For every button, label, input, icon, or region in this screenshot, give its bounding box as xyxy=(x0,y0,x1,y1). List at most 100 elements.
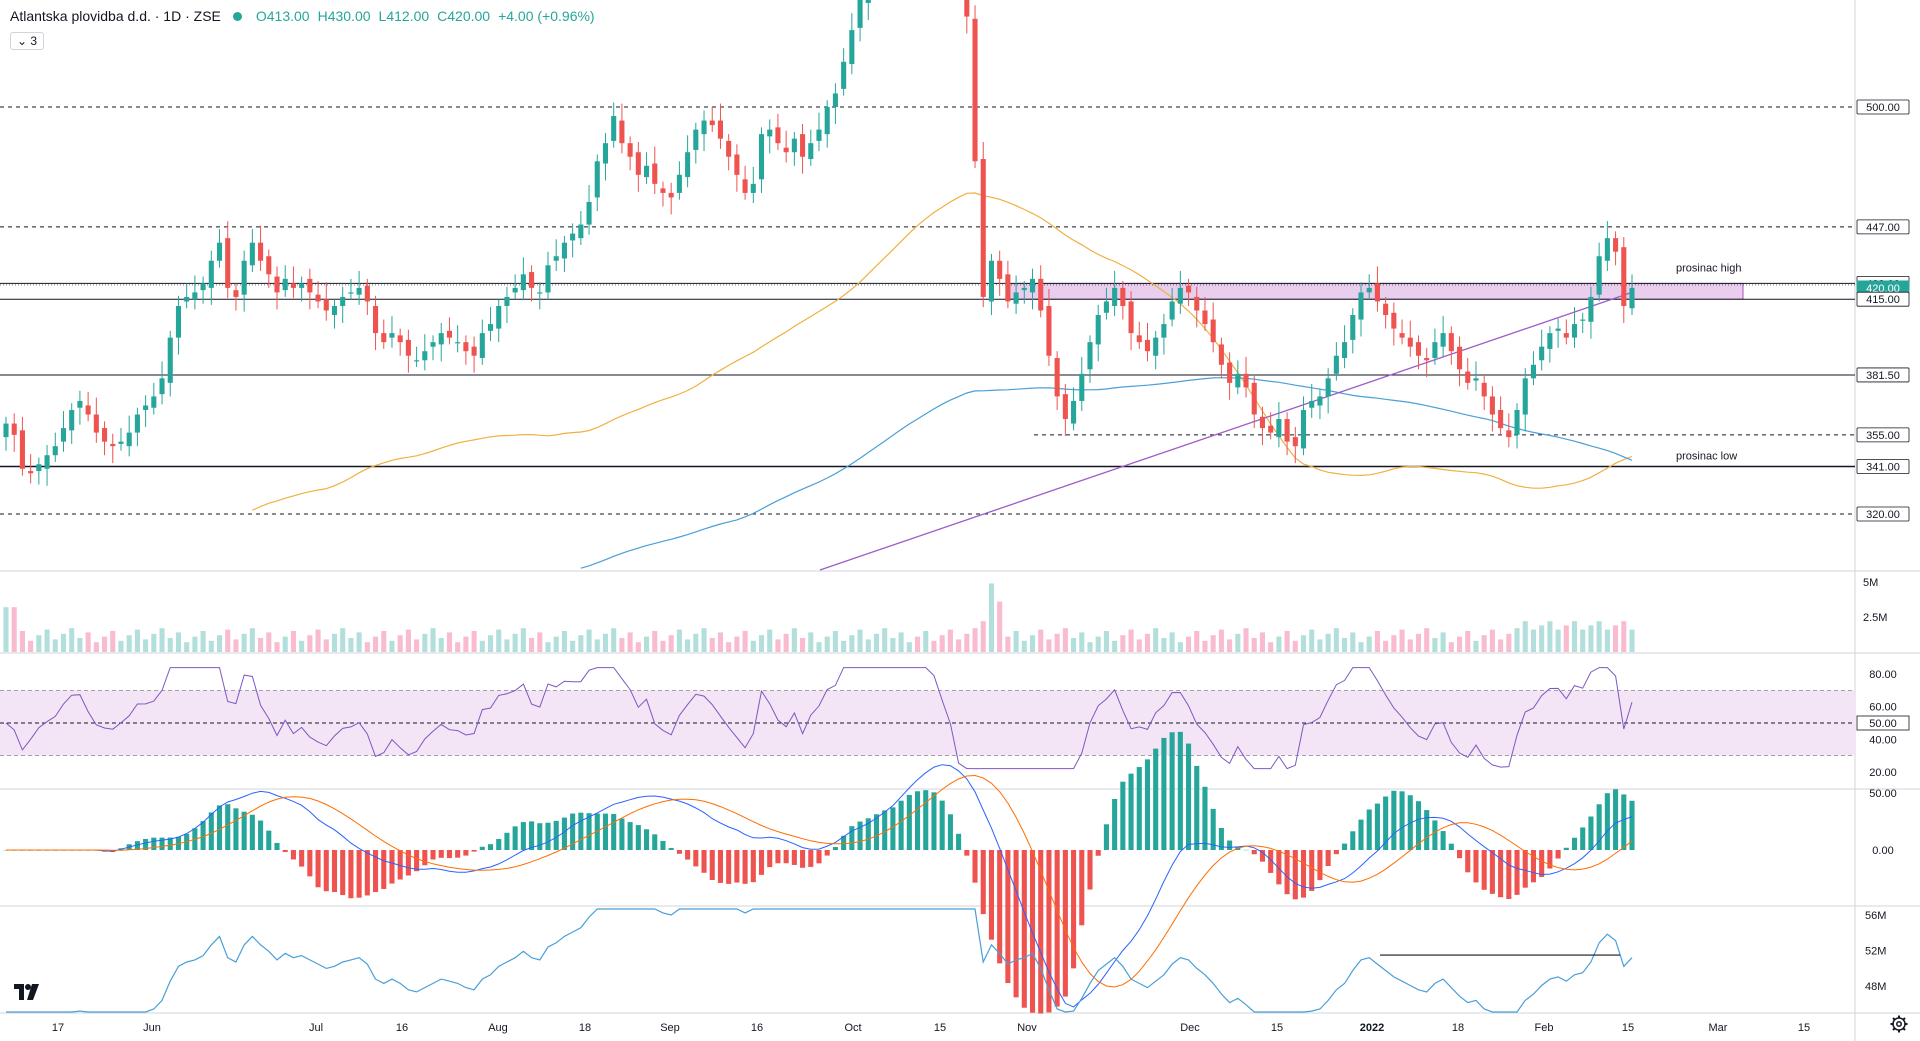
volume-bar xyxy=(1563,625,1569,652)
candle-body xyxy=(11,423,17,435)
candle xyxy=(216,229,223,268)
macd-histogram-bar xyxy=(849,826,855,850)
candle-body xyxy=(356,287,362,295)
candle xyxy=(274,266,280,310)
candle-body xyxy=(652,163,658,184)
volume-bar xyxy=(455,642,461,652)
volume-bar xyxy=(1498,639,1504,652)
candle-body xyxy=(1325,378,1331,397)
candle-body xyxy=(1621,247,1627,306)
macd-histogram-bar xyxy=(1169,732,1175,850)
candle xyxy=(1366,274,1372,300)
candle-body xyxy=(1194,296,1200,311)
volume-bar xyxy=(1539,625,1545,652)
macd-histogram-bar xyxy=(882,810,888,850)
candle xyxy=(1629,274,1635,316)
macd-histogram-bar xyxy=(1227,840,1233,850)
candle-body xyxy=(857,0,863,28)
candle xyxy=(775,113,781,150)
candle xyxy=(1268,412,1274,440)
macd-histogram-bar xyxy=(841,835,847,850)
macd-histogram-bar xyxy=(389,850,395,884)
volume-bar xyxy=(19,631,25,652)
volume-bar xyxy=(159,628,165,652)
macd-histogram-bar xyxy=(348,850,354,899)
candle xyxy=(1300,396,1307,456)
candle xyxy=(290,266,296,299)
obv-pane xyxy=(6,908,1633,1013)
candle xyxy=(988,253,995,316)
volume-bar xyxy=(323,639,329,652)
volume-bar xyxy=(1251,638,1257,652)
candle xyxy=(619,103,625,154)
price-label-box xyxy=(1856,219,1910,235)
volume-bar xyxy=(167,638,173,652)
macd-histogram-bar xyxy=(832,847,838,850)
volume-bar xyxy=(906,642,912,652)
volume-bar xyxy=(1202,640,1208,652)
annotation-label: prosinac low xyxy=(1676,451,1737,463)
price-label-box xyxy=(1856,291,1910,307)
symbol-title[interactable]: Atlantska plovidba d.d. · 1D · ZSE xyxy=(10,8,221,24)
volume-bar xyxy=(758,635,765,652)
candle xyxy=(676,161,682,200)
candle-body xyxy=(808,143,814,160)
x-axis-tick-label: 18 xyxy=(579,1022,591,1034)
x-axis-tick-label: Dec xyxy=(1180,1022,1200,1034)
macd-histogram-bar xyxy=(898,800,904,850)
macd-histogram-bar xyxy=(249,814,255,850)
candle-body xyxy=(422,351,428,361)
volume-bar xyxy=(1161,638,1167,652)
volume-bar xyxy=(1555,629,1561,652)
candle-body xyxy=(36,464,42,472)
volume-bar xyxy=(1317,639,1323,652)
candle xyxy=(134,407,140,447)
volume-bar xyxy=(1580,629,1586,652)
candle xyxy=(299,276,305,302)
volume-bar xyxy=(340,628,346,652)
candle-body xyxy=(1177,287,1183,304)
candle xyxy=(487,307,494,342)
volume-bar xyxy=(808,632,814,652)
macd-histogram-bar xyxy=(397,850,403,880)
candle xyxy=(1580,312,1586,334)
macd-histogram-bar xyxy=(233,808,239,850)
macd-histogram-bar xyxy=(611,813,617,850)
candle-body xyxy=(1391,312,1397,329)
candle-body xyxy=(1555,328,1561,331)
candle-body xyxy=(1613,238,1619,252)
tradingview-logo-icon[interactable] xyxy=(12,980,42,1004)
macd-histogram-bar xyxy=(602,813,609,850)
candle-series xyxy=(3,0,1635,486)
volume-bar xyxy=(1029,635,1036,652)
volume-bar xyxy=(1169,632,1175,652)
volume-bar xyxy=(118,640,124,652)
volume-bar xyxy=(1383,640,1389,652)
volume-bar xyxy=(28,640,34,652)
settings-gear-icon[interactable] xyxy=(1890,1015,1908,1033)
candle xyxy=(537,282,543,310)
macd-histogram-bar xyxy=(323,850,329,892)
volume-bar xyxy=(1054,633,1060,652)
macd-histogram-bar xyxy=(578,812,584,850)
candle-body xyxy=(307,278,313,293)
volume-bar xyxy=(258,638,264,652)
x-axis-tick-label: Aug xyxy=(488,1022,508,1034)
candle-body xyxy=(274,276,280,293)
macd-histogram-bar xyxy=(947,814,953,850)
macd-histogram-bar xyxy=(1161,737,1167,850)
candle-body xyxy=(438,333,444,345)
macd-histogram-bar xyxy=(496,839,502,850)
obv-axis-label: 56M xyxy=(1865,910,1886,922)
candle xyxy=(1407,320,1413,357)
macd-histogram-bar xyxy=(381,850,387,889)
macd-histogram-bar xyxy=(1071,850,1077,969)
candle xyxy=(364,278,370,316)
macd-histogram-bar xyxy=(1383,796,1389,850)
ohlc-high: H430.00 xyxy=(317,8,371,24)
macd-histogram-bar xyxy=(1210,808,1216,850)
indicator-toggle-button[interactable]: ⌄ 3 xyxy=(10,32,45,50)
candle xyxy=(471,336,477,373)
macd-histogram-bar xyxy=(1333,850,1339,855)
